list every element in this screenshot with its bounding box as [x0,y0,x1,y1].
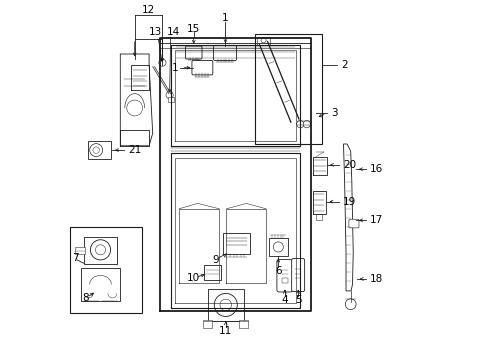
Circle shape [220,299,231,311]
Bar [75,247,84,254]
Bar [207,289,244,321]
FancyBboxPatch shape [192,60,212,75]
Text: 4: 4 [281,294,287,305]
FancyBboxPatch shape [213,45,236,60]
Text: 14: 14 [166,27,180,37]
Text: 2: 2 [340,60,347,70]
Text: 3: 3 [330,108,337,118]
Text: 17: 17 [369,215,382,225]
Bar [88,141,111,159]
Text: 1: 1 [222,13,228,23]
Circle shape [296,121,303,128]
Bar [268,238,287,256]
Circle shape [273,242,283,252]
Bar [84,237,117,264]
Text: 8: 8 [82,293,88,303]
Text: 16: 16 [369,164,382,174]
Text: 11: 11 [219,326,232,336]
Text: 13: 13 [149,27,162,37]
Bar [315,214,322,220]
Text: 7: 7 [72,253,79,264]
Bar [257,37,269,45]
Bar [204,265,221,280]
Circle shape [261,38,265,43]
Text: 1: 1 [172,63,178,73]
Bar [282,278,287,283]
Text: 15: 15 [187,24,200,34]
Text: 19: 19 [342,197,355,207]
FancyBboxPatch shape [276,260,292,292]
Circle shape [95,245,105,255]
Bar [203,320,212,328]
Text: 12: 12 [142,5,155,15]
Text: 20: 20 [342,160,355,170]
Text: 18: 18 [369,274,382,284]
Circle shape [126,100,142,116]
Text: 9: 9 [212,255,219,265]
Circle shape [93,147,99,153]
FancyBboxPatch shape [291,258,304,292]
FancyBboxPatch shape [348,219,358,228]
Circle shape [303,121,310,128]
Text: 5: 5 [294,294,301,305]
Text: 21: 21 [128,145,142,155]
Text: 10: 10 [186,273,200,283]
Polygon shape [343,144,352,291]
Circle shape [166,91,173,99]
Circle shape [90,240,110,260]
Bar [168,97,173,102]
Bar [239,320,248,328]
Bar [70,227,142,313]
Bar [255,34,321,144]
Text: 6: 6 [274,266,281,276]
Circle shape [89,144,102,157]
Circle shape [345,299,355,310]
FancyBboxPatch shape [185,46,202,59]
Bar [81,268,120,301]
Polygon shape [120,54,152,146]
Bar [223,233,249,254]
Circle shape [159,59,166,66]
Circle shape [214,293,237,316]
